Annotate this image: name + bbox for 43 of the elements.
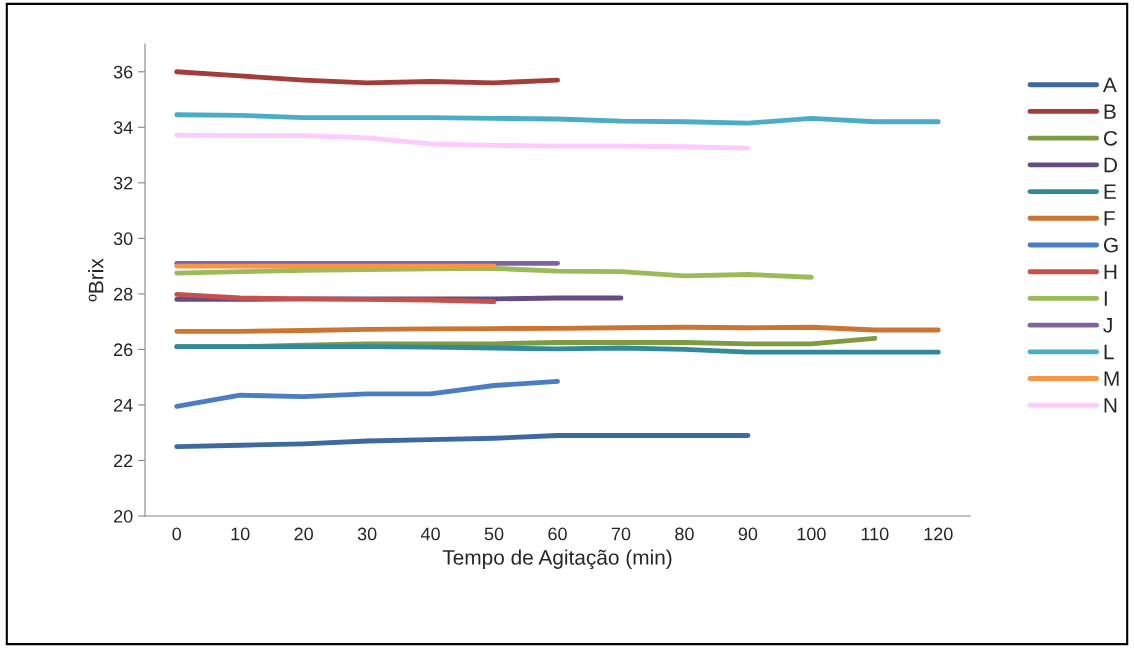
y-tick-label: 32	[113, 176, 133, 190]
x-tick-label: 0	[172, 527, 182, 541]
x-tick-label: 10	[231, 527, 250, 541]
x-tick-label: 100	[797, 527, 826, 541]
legend-label: F	[1104, 211, 1115, 226]
x-tick-label: 70	[611, 527, 631, 541]
x-tick-label: 20	[294, 527, 313, 541]
x-tick-label: 40	[420, 527, 440, 541]
legend-label: M	[1104, 371, 1119, 386]
line-series	[174, 69, 560, 86]
y-tick-label: 22	[114, 454, 133, 468]
y-tick-label: 20	[114, 509, 133, 523]
x-axis-title: Tempo de Agitação (min)	[442, 549, 672, 570]
x-tick-label: 120	[924, 527, 953, 541]
line-series	[174, 378, 560, 409]
legend-label: I	[1104, 291, 1107, 306]
legend-label: A	[1102, 77, 1117, 93]
y-tick-label: 30	[113, 232, 133, 246]
legend-label: H	[1104, 264, 1117, 279]
legend-label: E	[1104, 184, 1116, 199]
line-series	[174, 433, 751, 450]
legend-label: L	[1104, 344, 1114, 360]
line-series	[174, 292, 497, 305]
x-tick-label: 50	[484, 527, 504, 541]
y-axis-title: ºBrix	[88, 258, 104, 302]
legend-label: J	[1103, 318, 1112, 333]
legend-label: C	[1103, 130, 1118, 146]
line-series	[174, 132, 751, 151]
x-tick-label: 90	[738, 527, 758, 541]
x-tick-label: 30	[357, 527, 377, 541]
x-tick-label: 110	[861, 527, 889, 541]
line-series	[174, 112, 941, 126]
y-tick-label: 34	[113, 121, 133, 135]
x-tick-label: 80	[675, 527, 694, 541]
y-tick-label: 26	[114, 343, 133, 357]
y-tick-label: 28	[114, 287, 133, 301]
legend-label: D	[1104, 157, 1117, 173]
legend-label: B	[1104, 104, 1116, 119]
legend-label: G	[1103, 237, 1118, 253]
legend-label: N	[1104, 398, 1117, 413]
y-tick-label: 36	[113, 65, 133, 79]
x-tick-label: 60	[548, 527, 567, 541]
y-tick-label: 24	[114, 398, 133, 412]
